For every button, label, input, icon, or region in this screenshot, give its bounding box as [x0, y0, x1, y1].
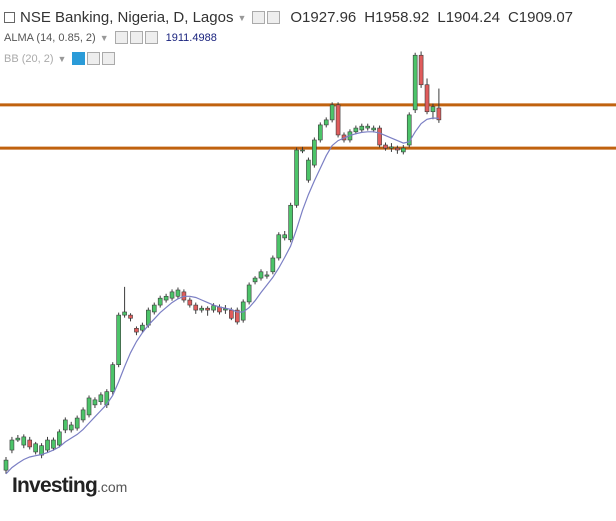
- candle-body: [57, 431, 62, 446]
- candle-body: [33, 443, 38, 453]
- candle-body: [98, 394, 104, 403]
- candle-body: [389, 146, 394, 149]
- candle-body: [401, 147, 406, 153]
- candle-body: [175, 289, 181, 297]
- candle-body: [436, 107, 442, 121]
- candle-body: [294, 149, 299, 206]
- logo-suffix: .com: [96, 479, 128, 495]
- candle-body: [300, 149, 305, 152]
- candle-body: [45, 439, 50, 451]
- candle-body: [353, 127, 359, 133]
- candle-body: [323, 119, 329, 126]
- candle-body: [377, 127, 382, 146]
- candle-body: [412, 54, 418, 111]
- candle-body: [116, 314, 121, 365]
- candle-body: [312, 139, 317, 166]
- candle-body: [187, 299, 193, 306]
- candle-body: [68, 424, 74, 431]
- candle-body: [110, 364, 116, 392]
- ohlc-label: C: [507, 9, 519, 26]
- candle-body: [223, 308, 228, 311]
- ohlc-label: H: [364, 9, 376, 26]
- candle-body: [383, 144, 388, 149]
- candle-body: [329, 104, 335, 121]
- candle-body: [134, 327, 139, 333]
- close-icon[interactable]: [102, 52, 116, 65]
- settings-icon[interactable]: [87, 52, 101, 65]
- logo: Investing.com: [12, 474, 127, 498]
- candle-body: [335, 104, 341, 136]
- eye-icon[interactable]: [252, 11, 266, 24]
- logo-text: Investing: [12, 474, 98, 497]
- candle-body: [193, 304, 199, 311]
- candle-body: [317, 124, 323, 141]
- alma-line: [5, 117, 439, 475]
- close-icon[interactable]: [144, 31, 158, 44]
- settings-icon[interactable]: [267, 11, 281, 24]
- collapse-icon[interactable]: [4, 12, 15, 23]
- candle-body: [80, 409, 86, 421]
- candle-body: [371, 127, 376, 131]
- ohlc-value: 1927.96: [302, 9, 357, 26]
- ohlc-value: 1909.07: [518, 9, 574, 26]
- candle-body: [246, 284, 252, 303]
- candle-body: [74, 417, 80, 429]
- candle-body: [21, 436, 27, 446]
- indicator-name: BB (20, 2): [4, 52, 54, 65]
- candle-body: [306, 159, 311, 181]
- indicator-row: BB (20, 2) ▼: [4, 52, 117, 65]
- dropdown[interactable]: ▼: [57, 53, 67, 64]
- candle-body: [122, 311, 127, 316]
- candle-body: [199, 307, 204, 311]
- ohlc-label: O: [290, 9, 303, 26]
- indicator-value: 1911.4988: [165, 31, 217, 44]
- candle-body: [151, 304, 157, 313]
- candle-body: [418, 54, 424, 86]
- candle-body: [163, 295, 169, 301]
- candle-body: [430, 106, 436, 113]
- indicator-name: ALMA (14, 0.85, 2): [4, 31, 96, 44]
- eye-icon[interactable]: [114, 31, 128, 44]
- candle-body: [229, 309, 234, 319]
- candle-body: [365, 125, 371, 129]
- header: NSE Banking, Nigeria, D, Lagos ▼ O 1927.9…: [4, 9, 573, 26]
- candle-body: [51, 439, 56, 449]
- indicator-row: ALMA (14, 0.85, 2) ▼ 1911.4988: [4, 31, 217, 44]
- candle-body: [62, 419, 68, 431]
- candle-body: [252, 277, 258, 283]
- dropdown[interactable]: ▼: [237, 12, 247, 23]
- candle-body: [234, 309, 240, 323]
- candle-body: [3, 459, 9, 471]
- candle-body: [211, 305, 216, 311]
- candle-body: [276, 234, 282, 259]
- candle-body: [86, 397, 92, 416]
- candle-body: [9, 439, 15, 451]
- ohlc-value: 1958.92: [375, 9, 430, 26]
- candle-body: [264, 274, 270, 277]
- candle-body: [15, 437, 21, 441]
- candle-body: [157, 297, 163, 306]
- candle-body: [359, 125, 365, 131]
- dropdown[interactable]: ▼: [99, 32, 109, 43]
- candle-body: [27, 439, 33, 448]
- ohlc-value: 1904.24: [445, 9, 500, 26]
- candle-body: [270, 257, 276, 273]
- chart-title: NSE Banking, Nigeria, D, Lagos: [20, 9, 234, 26]
- candle-body: [205, 307, 210, 311]
- candle-body: [128, 314, 133, 319]
- eye-icon[interactable]: [72, 52, 86, 65]
- candle-body: [92, 399, 98, 406]
- candle-body: [406, 114, 412, 146]
- candle-body: [282, 234, 288, 239]
- settings-icon[interactable]: [129, 31, 143, 44]
- candle-body: [169, 291, 175, 299]
- candle-body: [424, 84, 430, 113]
- ohlc-label: L: [437, 9, 446, 26]
- candle-body: [140, 324, 145, 331]
- candle-body: [288, 204, 293, 241]
- candle-body: [258, 271, 264, 279]
- candle-body: [395, 147, 400, 151]
